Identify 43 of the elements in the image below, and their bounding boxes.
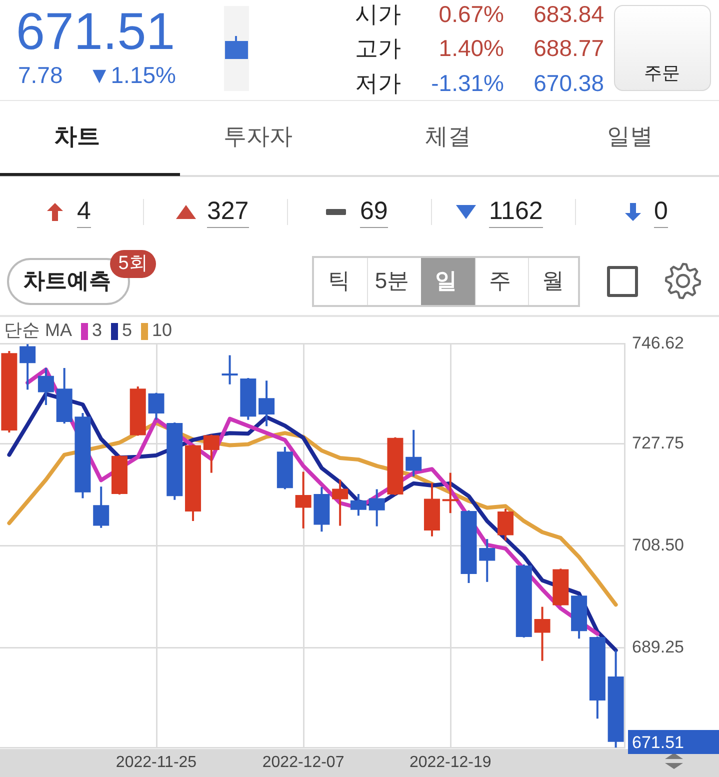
legend-label: 5 [122, 320, 132, 340]
text: 671.51 [632, 732, 684, 752]
text: 차트예측 [23, 268, 111, 293]
text: 투자자 [224, 123, 292, 149]
text: 683.84 [534, 1, 604, 27]
y-tick-label: 689.25 [632, 638, 684, 657]
text: 0 [654, 197, 668, 228]
text: 327 [207, 197, 249, 228]
text: 69 [360, 197, 388, 228]
text: 시가 [355, 1, 401, 27]
candlestick [442, 472, 458, 514]
text: 0.67% [438, 1, 504, 27]
text: 1162 [489, 197, 543, 228]
text: 5회 [118, 253, 148, 274]
text: ▼1.15% [88, 62, 176, 88]
x-tick-label: 2022-11-25 [116, 754, 197, 771]
text: 670.38 [534, 70, 604, 96]
text: 일별 [607, 123, 653, 149]
y-tick-label: 746.62 [632, 334, 684, 353]
text: 671.51 [16, 3, 176, 61]
text: 월 [542, 268, 564, 293]
text: 7.78 [18, 62, 63, 88]
text: 5분 [374, 268, 410, 293]
text: 688.77 [534, 35, 604, 61]
text: 저가 [355, 70, 401, 96]
text: 주문 [644, 63, 680, 83]
legend-title: 단순 MA [4, 320, 72, 340]
text: 1.40% [438, 35, 504, 61]
y-tick-label: 708.50 [632, 536, 684, 555]
text: 틱 [328, 268, 350, 293]
candlestick [222, 355, 238, 384]
text: 체결 [425, 123, 471, 149]
text: 고가 [355, 35, 401, 61]
text: 4 [77, 197, 91, 228]
y-tick-label: 727.75 [632, 434, 684, 453]
legend-label: 10 [152, 320, 172, 340]
text: 주 [489, 268, 511, 293]
text: 일 [435, 268, 457, 293]
x-tick-label: 2022-12-07 [262, 754, 344, 771]
text: -1.31% [431, 70, 504, 96]
x-tick-label: 2022-12-19 [409, 754, 492, 771]
legend-label: 3 [92, 320, 102, 340]
text: 차트 [54, 123, 100, 149]
